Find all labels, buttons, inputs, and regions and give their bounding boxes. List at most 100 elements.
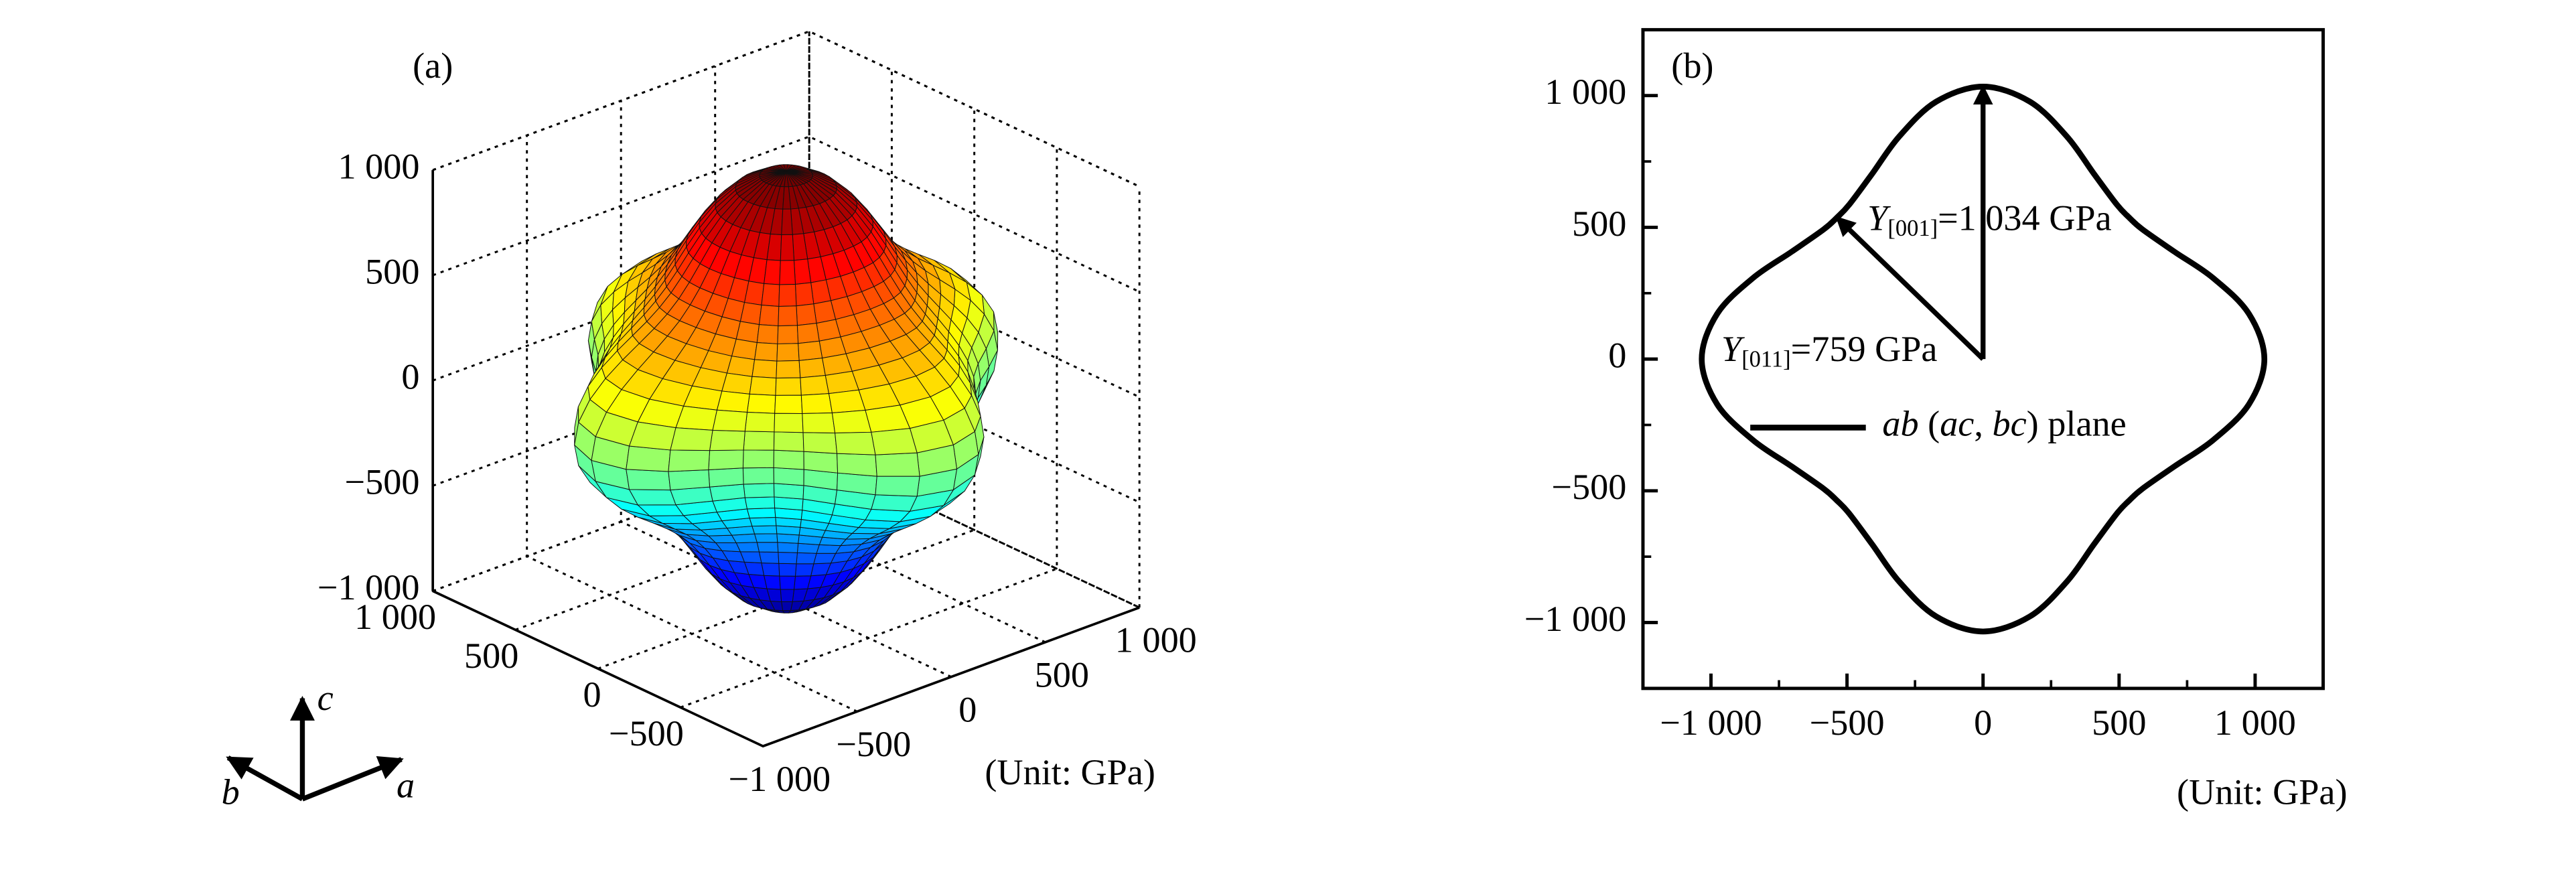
surface-patch xyxy=(798,340,823,361)
surface-patch xyxy=(837,453,877,477)
surface-patch xyxy=(735,542,760,553)
x-tick-label: −1 000 xyxy=(729,759,831,799)
y-tick-label: 0 xyxy=(583,674,601,715)
surface-patch xyxy=(759,551,780,564)
surface-patch xyxy=(670,427,713,451)
z-tick-label: 500 xyxy=(365,251,419,291)
surface-patch xyxy=(796,323,820,344)
surface-patch xyxy=(777,542,799,553)
y-tick-label: −500 xyxy=(1551,467,1626,507)
grid-line xyxy=(514,70,893,631)
y-tick-label: −1 000 xyxy=(1524,599,1627,639)
surface-patch xyxy=(794,282,814,307)
annotation-subscript: [001] xyxy=(1887,216,1938,241)
surface-patch xyxy=(773,449,804,470)
grid-line xyxy=(432,135,1140,293)
surface-patch xyxy=(752,359,778,378)
surface-patch xyxy=(796,552,817,565)
y-tick-label: 500 xyxy=(1572,204,1626,244)
surface-patch xyxy=(779,575,796,590)
surface-patch xyxy=(708,467,744,488)
surface-patch xyxy=(802,432,838,454)
surface-patch xyxy=(875,476,920,497)
line-plot: −1 000 −500 0 500 1 000 −1 000 −500 0 500 1 000 ab… xyxy=(1524,27,2325,743)
surface-patch xyxy=(778,563,797,577)
grid-line xyxy=(432,30,1140,188)
surface-patch xyxy=(668,449,711,472)
triad-label: c xyxy=(317,678,334,718)
surface-patch xyxy=(796,303,817,326)
unit-label: (Unit: GPa) xyxy=(985,752,1155,792)
x-tick-label: −1 000 xyxy=(1660,703,1762,743)
surface-patch xyxy=(759,305,780,327)
x-tick-label: 1 000 xyxy=(2214,703,2296,743)
surface-patch xyxy=(803,451,839,474)
surface-patch xyxy=(747,393,776,414)
surface-patch xyxy=(752,525,778,534)
surface-patch xyxy=(749,376,777,396)
surface-patch xyxy=(778,283,797,307)
surface-patch xyxy=(779,260,796,285)
grid-line xyxy=(597,108,976,670)
y-tick-label: 1 000 xyxy=(1545,72,1626,112)
annotation-symbol: Y xyxy=(1721,329,1745,369)
annotation-arrow xyxy=(1835,216,1985,361)
x-tick-label: 500 xyxy=(2092,703,2146,743)
y-tick-label: 0 xyxy=(1608,336,1626,376)
annotation-text: =1 034 GPa xyxy=(1938,198,2112,238)
surface-patch xyxy=(764,259,781,285)
surface-patch xyxy=(773,467,804,486)
surface-patch xyxy=(629,489,676,506)
unit-label: (Unit: GPa) xyxy=(2177,772,2347,812)
surface-patch xyxy=(800,393,833,414)
surface-patch xyxy=(743,431,775,451)
x-tick-label: 1 000 xyxy=(1115,620,1197,660)
x-tick-label: 500 xyxy=(1035,655,1089,695)
box-edge xyxy=(432,30,1140,188)
surface-patch xyxy=(709,429,745,451)
annotation: Y[001]=1 034 GPa xyxy=(1867,198,2111,241)
surface-patch xyxy=(871,494,918,512)
surface-patch xyxy=(800,375,830,396)
surface-patch xyxy=(761,283,780,307)
annotation-text: =759 GPa xyxy=(1791,329,1938,369)
surface-patch xyxy=(798,358,826,378)
z-tick-label: 1 000 xyxy=(338,146,419,186)
surface-patch xyxy=(721,372,753,394)
x-tick-label: −500 xyxy=(1810,703,1885,743)
surface-patch xyxy=(739,302,762,325)
surface-patch xyxy=(777,325,799,344)
surface-patch xyxy=(668,469,711,491)
surface-patch xyxy=(773,483,804,500)
surface-patch xyxy=(776,343,800,362)
surface-patch xyxy=(744,411,776,433)
surface-patch xyxy=(780,589,794,602)
surface-patch xyxy=(742,449,774,469)
xy-axis xyxy=(432,589,1140,748)
surface-patch xyxy=(743,483,775,498)
surface-patch xyxy=(716,390,750,413)
x-tick-label: 0 xyxy=(958,689,977,729)
surface-patch xyxy=(781,601,793,611)
surface-patch xyxy=(794,563,814,577)
curve xyxy=(1699,84,2268,635)
surface-patch xyxy=(742,467,774,485)
surface-patch xyxy=(675,405,717,431)
surface-patch xyxy=(626,469,671,491)
surface-patch xyxy=(747,507,776,518)
x-tick-label: 0 xyxy=(1974,703,1992,743)
surface-patch xyxy=(871,428,918,455)
surface-patch xyxy=(754,342,778,362)
surface-patch xyxy=(744,496,776,510)
z-tick-label: 0 xyxy=(401,357,419,397)
z-tick-label: −500 xyxy=(345,462,420,502)
triad-label: b xyxy=(222,772,240,812)
legend-label: ab (ac, bc) plane xyxy=(1882,404,2126,444)
triad-arrow xyxy=(226,755,304,802)
surface-patch xyxy=(756,324,779,344)
y-tick-label: 1 000 xyxy=(354,597,436,637)
grid-line xyxy=(680,147,1058,709)
y-tick-label: −500 xyxy=(609,713,684,753)
triad-label: a xyxy=(397,766,415,806)
